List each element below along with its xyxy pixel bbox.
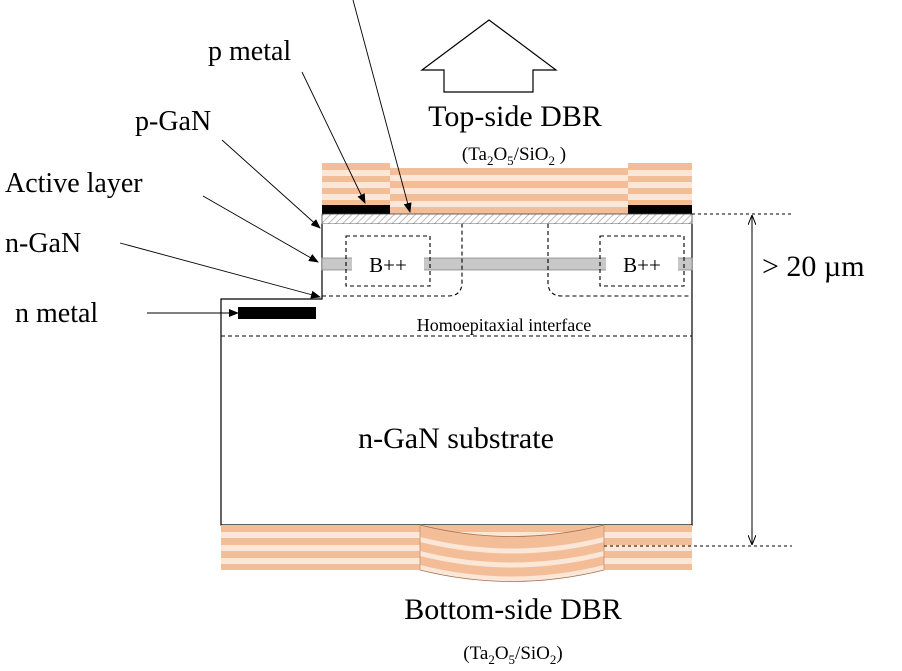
hatched-contact-layer	[321, 213, 693, 225]
emission-arrow-icon	[420, 19, 558, 93]
p-metal-label: p metal	[208, 36, 291, 67]
leader-p-gan	[221, 139, 321, 229]
homoepitaxial-interface-label: Homoepitaxial interface	[417, 315, 591, 335]
top-dbr-center	[390, 168, 628, 214]
top-dbr-material-label: (Ta2O5/SiO2 )	[462, 144, 566, 168]
substrate-label: n-GaN substrate	[358, 422, 554, 455]
implant-box-right	[599, 235, 685, 287]
implant-box-left	[345, 235, 431, 287]
n-gan-label: n-GaN	[5, 228, 81, 259]
implant-region-right	[547, 224, 692, 297]
implant-region-left	[322, 224, 463, 297]
leader-p-metal	[301, 71, 366, 204]
p-metal-left	[322, 205, 390, 214]
leader-top-dbr	[352, 0, 412, 213]
top-dbr-right	[628, 163, 692, 205]
bottom-dbr	[221, 524, 692, 582]
thickness-label: > 20 µm	[762, 250, 865, 283]
leader-active-layer	[202, 195, 319, 263]
device-body-outline	[220, 224, 693, 526]
p-gan-label: p-GaN	[135, 106, 211, 137]
top-dbr-label: Top-side DBR	[428, 100, 602, 133]
implant-label-left: B++	[369, 253, 407, 277]
n-metal-pad	[238, 307, 316, 319]
bottom-dbr-label: Bottom-side DBR	[404, 593, 622, 626]
active-layer-label: Active layer	[5, 168, 143, 199]
bottom-dbr-material-label: (Ta2O5/SiO2)	[463, 643, 562, 667]
implant-label-right: B++	[623, 253, 661, 277]
p-metal-right	[628, 205, 692, 214]
leader-n-gan	[119, 242, 321, 299]
n-metal-label: n metal	[15, 298, 98, 329]
